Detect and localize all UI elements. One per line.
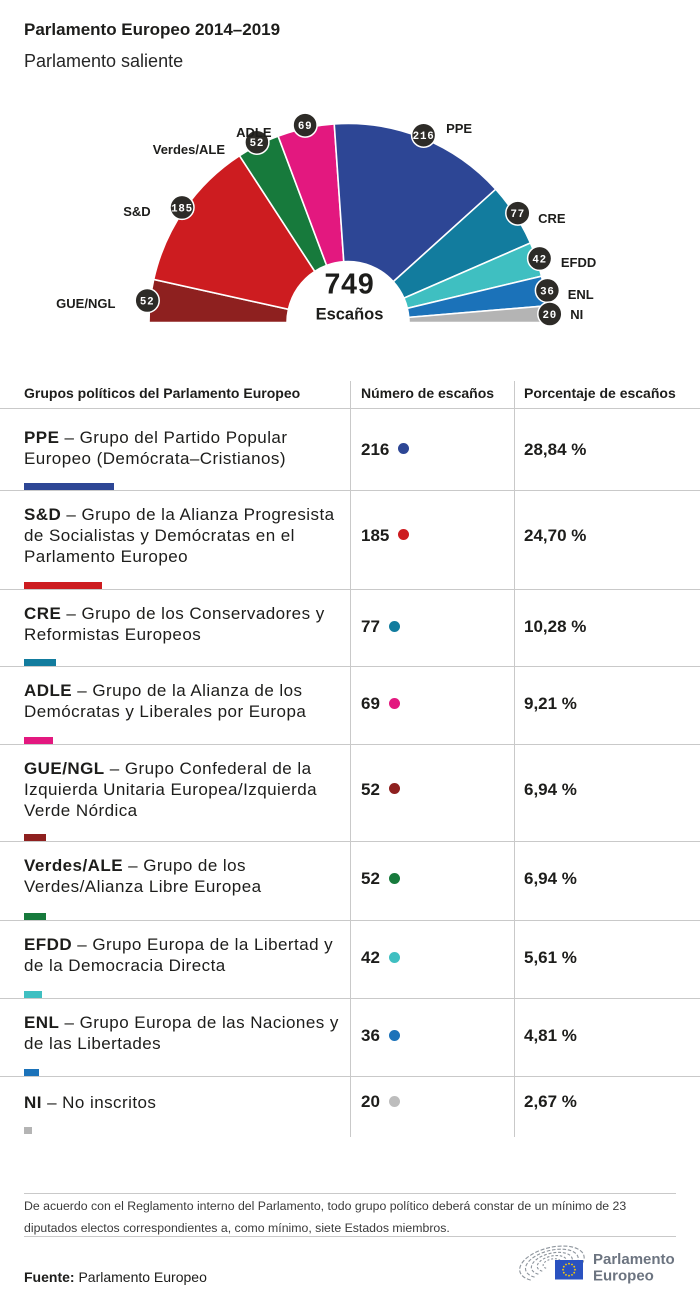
svg-text:36: 36 xyxy=(540,286,555,298)
svg-text:42: 42 xyxy=(532,254,547,266)
svg-text:77: 77 xyxy=(511,209,526,221)
svg-text:52: 52 xyxy=(250,138,265,150)
svg-text:69: 69 xyxy=(298,121,313,133)
svg-text:749: 749 xyxy=(325,269,375,301)
svg-text:216: 216 xyxy=(413,131,435,143)
svg-text:20: 20 xyxy=(543,310,558,322)
svg-text:Europeo: Europeo xyxy=(593,1267,654,1284)
svg-text:Parlamento: Parlamento xyxy=(593,1251,675,1268)
svg-text:185: 185 xyxy=(171,203,193,215)
svg-text:Escaños: Escaños xyxy=(316,306,384,324)
svg-text:52: 52 xyxy=(140,296,155,308)
